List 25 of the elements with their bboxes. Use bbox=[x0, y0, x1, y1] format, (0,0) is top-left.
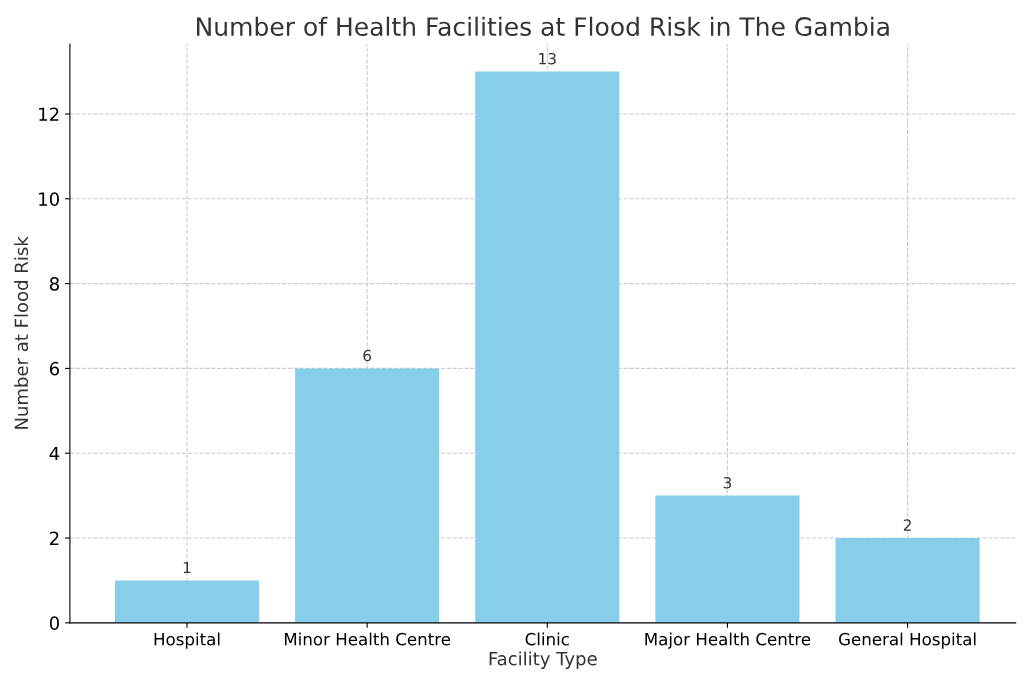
x-tick-label: Clinic bbox=[525, 632, 569, 646]
y-tick-label: 6 bbox=[49, 361, 60, 376]
bar bbox=[295, 368, 440, 623]
y-tick-label: 4 bbox=[49, 446, 60, 461]
x-axis-title: Facility Type bbox=[489, 651, 597, 669]
bar bbox=[655, 495, 800, 623]
x-tick-label: Minor Health Centre bbox=[284, 632, 451, 646]
y-tick-label: 12 bbox=[39, 107, 59, 121]
y-tick-label: 8 bbox=[49, 277, 59, 291]
y-tick-label: 0 bbox=[49, 616, 59, 630]
data-label: 6 bbox=[363, 349, 372, 362]
chart-title: Number of Health Facilities at Flood Risk in The Gambia bbox=[197, 16, 889, 37]
data-label: 2 bbox=[903, 519, 911, 531]
data-label: 13 bbox=[539, 52, 556, 65]
y-tick-label: 2 bbox=[50, 531, 59, 545]
data-label: 1 bbox=[183, 561, 191, 574]
x-tick-label: Major Health Centre bbox=[645, 632, 811, 649]
y-axis-title: Number at Flood Risk bbox=[14, 236, 29, 429]
x-tick-label: General Hospital bbox=[839, 632, 976, 649]
bar bbox=[835, 538, 980, 623]
x-tick-label: Hospital bbox=[154, 632, 220, 649]
bar bbox=[475, 71, 620, 623]
y-tick-label: 10 bbox=[39, 192, 59, 206]
data-label: 3 bbox=[723, 476, 732, 489]
bar bbox=[114, 580, 260, 623]
